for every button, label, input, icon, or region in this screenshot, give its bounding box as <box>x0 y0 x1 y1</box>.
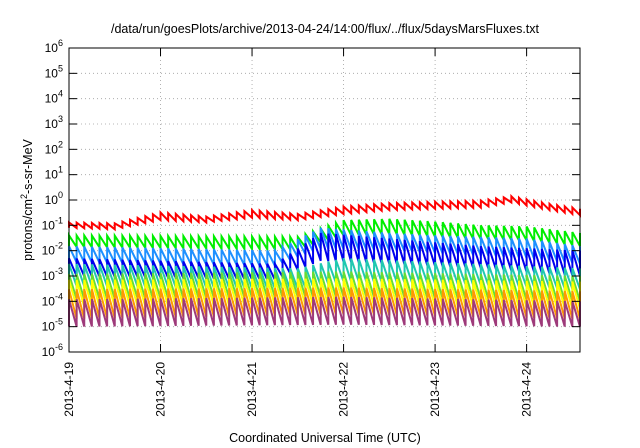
y-tick-label: 105 <box>45 63 63 80</box>
y-tick-exponent: -2 <box>55 241 63 251</box>
y-tick-label: 100 <box>45 190 63 207</box>
y-axis-label-prefix: protons/cm <box>21 199 35 261</box>
y-tick-label: 102 <box>45 139 63 156</box>
y-tick-label: 10-4 <box>42 291 63 308</box>
x-tick-label: 2013-4-23 <box>428 362 442 417</box>
y-tick-base: 10 <box>45 41 59 55</box>
x-tick-label: 2013-4-21 <box>245 362 259 417</box>
y-tick-base: 10 <box>42 218 56 232</box>
y-tick-exponent: -3 <box>55 266 63 276</box>
y-tick-exponent: -1 <box>55 215 63 225</box>
y-tick-label: 10-5 <box>42 317 63 334</box>
y-tick-exponent: 5 <box>58 63 63 73</box>
y-tick-exponent: 0 <box>58 190 63 200</box>
series-line-9 <box>68 296 581 327</box>
y-tick-label: 103 <box>45 114 63 131</box>
y-tick-label: 10-3 <box>42 266 63 283</box>
y-tick-base: 10 <box>42 269 56 283</box>
y-tick-label: 10-1 <box>42 215 63 232</box>
axes: 10-610-510-410-310-210-11001011021031041… <box>42 38 580 417</box>
y-tick-base: 10 <box>42 320 56 334</box>
y-tick-exponent: 2 <box>58 139 63 149</box>
y-axis-label: protons/cm2-s-sr-MeV <box>19 138 35 260</box>
y-tick-base: 10 <box>45 142 59 156</box>
y-tick-label: 106 <box>45 38 63 55</box>
x-tick-label: 2013-4-19 <box>62 362 76 417</box>
y-tick-label: 10-6 <box>42 342 63 359</box>
y-tick-base: 10 <box>42 294 56 308</box>
y-tick-label: 101 <box>45 165 63 182</box>
y-tick-base: 10 <box>45 92 59 106</box>
chart-title: /data/run/goesPlots/archive/2013-04-24/1… <box>111 22 540 36</box>
x-axis-label: Coordinated Universal Time (UTC) <box>229 431 421 445</box>
series-line-1 <box>68 193 581 232</box>
y-tick-exponent: -4 <box>55 291 63 301</box>
y-tick-exponent: 1 <box>58 165 63 175</box>
y-tick-label: 104 <box>45 89 63 106</box>
y-tick-exponent: 3 <box>58 114 63 124</box>
y-axis-label-exponent: 2 <box>19 194 29 199</box>
y-tick-base: 10 <box>45 117 59 131</box>
series-group <box>68 193 581 327</box>
x-tick-label: 2013-4-20 <box>154 362 168 417</box>
y-tick-base: 10 <box>42 345 56 359</box>
y-axis-label-suffix: -s-sr-MeV <box>21 138 35 194</box>
y-tick-exponent: 6 <box>58 38 63 48</box>
y-tick-base: 10 <box>45 66 59 80</box>
x-tick-label: 2013-4-24 <box>520 362 534 417</box>
y-tick-exponent: -5 <box>55 317 63 327</box>
y-tick-label: 10-2 <box>42 241 63 258</box>
x-tick-label: 2013-4-22 <box>337 362 351 417</box>
y-tick-base: 10 <box>45 193 59 207</box>
y-tick-exponent: -6 <box>55 342 63 352</box>
y-tick-base: 10 <box>45 168 59 182</box>
y-tick-exponent: 4 <box>58 89 63 99</box>
y-tick-base: 10 <box>42 244 56 258</box>
